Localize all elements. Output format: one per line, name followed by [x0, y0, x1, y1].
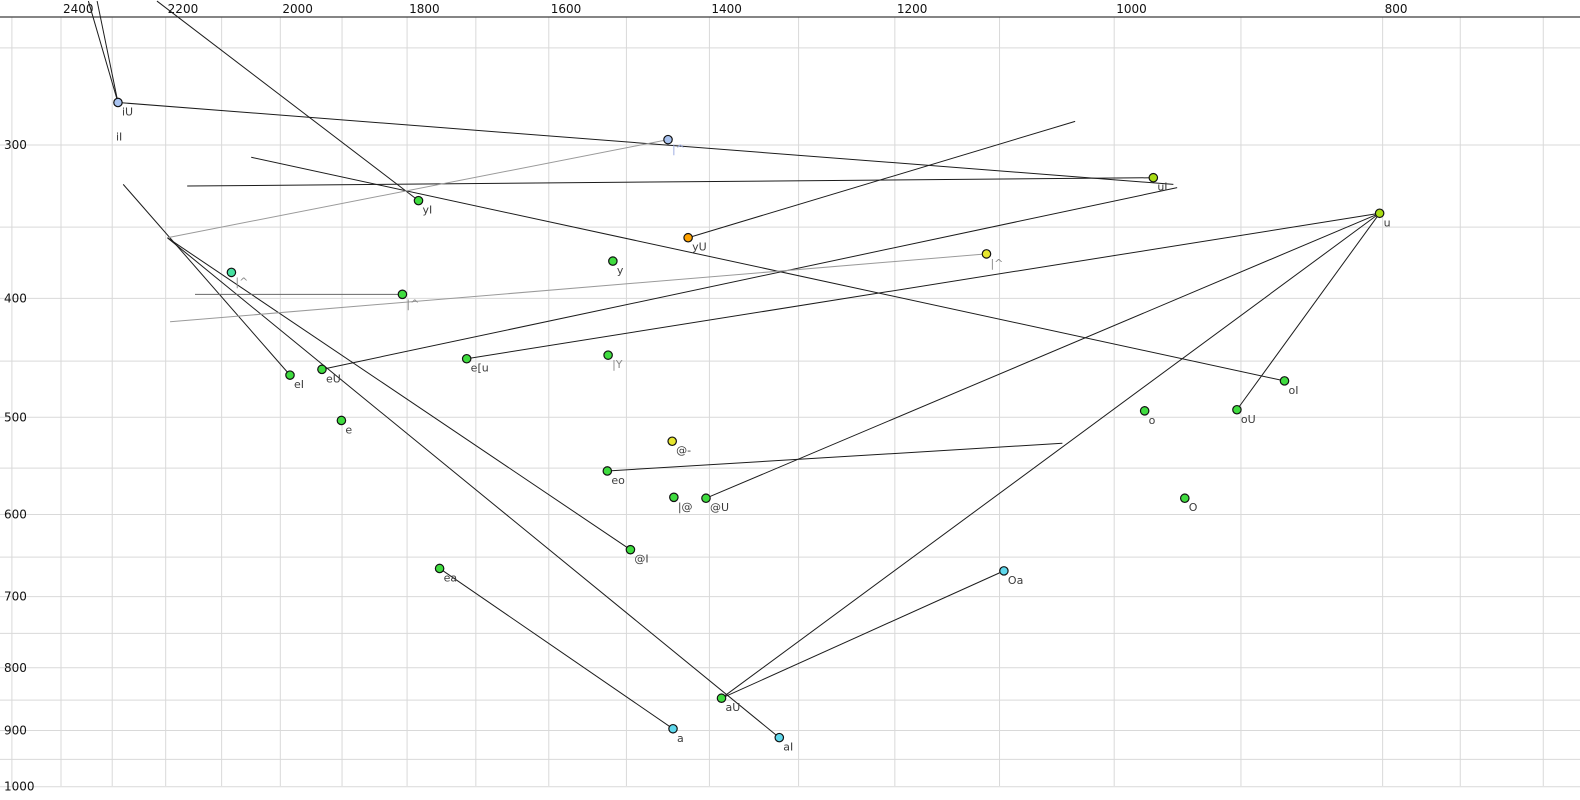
data-point-label-@I: @I — [634, 553, 648, 566]
data-point-|^[interactable] — [663, 134, 673, 145]
data-point-@-[interactable] — [667, 436, 677, 447]
x-axis-tick-label: 1400 — [711, 2, 742, 16]
x-axis-tick-label: 1200 — [897, 2, 928, 16]
data-point-label-@U: @U — [710, 501, 729, 514]
data-point-label-aU: aU — [726, 701, 741, 714]
data-point-label-|^: |^ — [990, 257, 1003, 270]
data-point-label-|Y: |Y — [612, 358, 623, 371]
data-point-label-oU: oU — [1241, 413, 1256, 426]
data-point-label-iI: iI — [116, 130, 122, 143]
y-axis-tick-label: 900 — [4, 724, 27, 738]
segment-@U-trajectory — [705, 212, 1380, 499]
data-point-label-y: y — [617, 264, 624, 277]
y-axis-tick-label: 700 — [4, 590, 27, 604]
data-point-label-o: o — [1149, 414, 1156, 427]
data-point-yI[interactable] — [413, 195, 424, 206]
x-axis-tick-label: 800 — [1385, 2, 1408, 16]
segment-iU-trajectory — [117, 101, 1174, 185]
data-point-eI[interactable] — [285, 370, 295, 380]
data-point-|@[interactable] — [669, 492, 679, 503]
data-point-uI[interactable] — [1148, 172, 1159, 183]
x-axis-tick-label: 1800 — [409, 2, 440, 16]
segment-oU-trajectory — [1236, 212, 1381, 411]
data-point-aU[interactable] — [716, 693, 727, 704]
data-point-e[interactable] — [336, 415, 347, 426]
data-point-label-aI: aI — [783, 741, 793, 754]
data-point-label-eo: eo — [611, 474, 625, 487]
segment-eU-trajectory — [321, 187, 1178, 370]
data-point-label-a: a — [677, 732, 684, 745]
data-point-y[interactable] — [608, 256, 618, 266]
data-point-a[interactable] — [668, 723, 678, 734]
data-point-label-uI: uI — [1157, 181, 1167, 194]
data-point-o[interactable] — [1139, 406, 1150, 416]
x-axis-tick-label: 2400 — [63, 2, 94, 16]
data-point-label-eU: eU — [326, 372, 341, 385]
data-point-label-|^: |^ — [406, 297, 419, 310]
data-point-label-Oa: Oa — [1008, 574, 1023, 587]
data-point-|^[interactable] — [981, 249, 992, 259]
data-point-eU[interactable] — [317, 364, 327, 375]
data-point-@I[interactable] — [625, 544, 636, 555]
data-point-oU[interactable] — [1232, 404, 1242, 415]
data-point-label-O: O — [1189, 501, 1198, 514]
segment-eI-trajectory — [122, 184, 291, 376]
data-point-iU[interactable] — [113, 97, 123, 108]
data-point-label-|^: |^ — [235, 275, 248, 288]
data-point-|^[interactable] — [397, 289, 408, 300]
data-point-u[interactable] — [1374, 208, 1385, 219]
segment-aU-trajectory — [721, 212, 1380, 699]
data-point-O[interactable] — [1179, 493, 1190, 504]
data-point-eo[interactable] — [602, 466, 613, 476]
y-axis-tick-label: 500 — [4, 410, 27, 424]
data-point-label-ea: ea — [444, 571, 458, 584]
segment-e[u-trajectory — [466, 212, 1380, 360]
y-axis-tick-label: 300 — [4, 138, 27, 152]
segment-yI-trajectory — [156, 0, 419, 202]
data-point-label-|^: |^ — [672, 143, 685, 156]
data-point-label-e: e — [345, 423, 352, 436]
y-axis-tick-label: 800 — [4, 661, 27, 675]
segment-i-line-1 — [87, 0, 119, 103]
data-point-|^[interactable] — [226, 267, 237, 278]
x-axis-tick-label: 2200 — [168, 2, 199, 16]
data-point-label-yI: yI — [422, 204, 432, 217]
segment-@I-trajectory — [167, 237, 631, 551]
data-point-Oa[interactable] — [999, 566, 1009, 576]
x-axis-tick-label: 1600 — [551, 2, 582, 16]
data-point-label-|@: |@ — [678, 500, 693, 513]
y-axis-tick-label: 1000 — [4, 780, 35, 794]
data-point-yU[interactable] — [683, 232, 693, 243]
data-point-aI[interactable] — [774, 732, 785, 743]
x-axis-tick-label: 2000 — [282, 2, 313, 16]
segment-oI-trajectory — [251, 156, 1285, 382]
y-axis-tick-label: 400 — [4, 291, 27, 305]
data-point-label-@-: @- — [676, 444, 691, 457]
data-point-label-iU: iU — [122, 105, 133, 118]
data-point-label-u: u — [1384, 216, 1391, 229]
data-point-|Y[interactable] — [603, 350, 613, 360]
data-point-ea[interactable] — [434, 563, 445, 574]
x-axis-tick-label: 1000 — [1116, 2, 1147, 16]
segment-eo-trajectory — [607, 442, 1063, 472]
data-point-label-eI: eI — [294, 378, 304, 391]
segment-gray-line-1 — [167, 139, 669, 239]
data-point-label-yU: yU — [692, 241, 707, 254]
data-point-oI[interactable] — [1279, 376, 1290, 386]
data-point-label-oI: oI — [1288, 384, 1298, 397]
data-point-@U[interactable] — [701, 493, 711, 504]
segment-uI-trajectory — [187, 177, 1154, 187]
segment-ea-trajectory — [439, 568, 674, 730]
y-axis-tick-label: 600 — [4, 507, 27, 521]
data-point-e[u[interactable] — [461, 353, 472, 364]
segment-Oa-trajectory — [721, 570, 1005, 699]
segment-yU-trajectory — [687, 120, 1076, 239]
data-point-label-e[u: e[u — [471, 362, 489, 375]
segment-gray-line-2 — [170, 253, 987, 323]
segment-i-line-2 — [96, 0, 119, 103]
segment-aI-trajectory — [166, 237, 780, 739]
